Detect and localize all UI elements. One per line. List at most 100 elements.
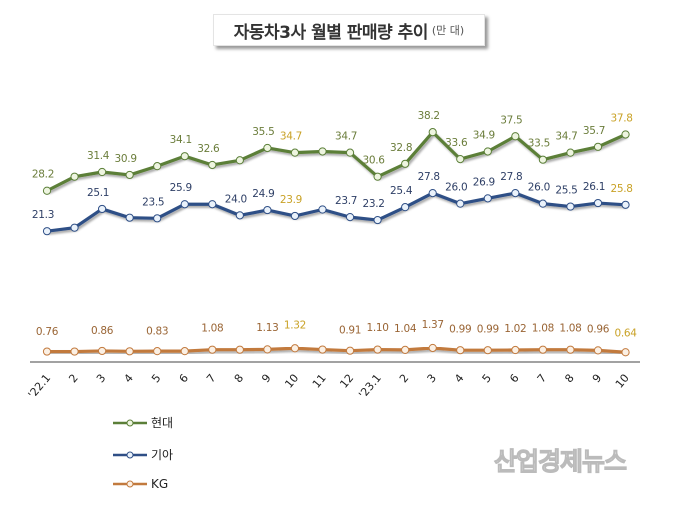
data-point-hyundai bbox=[98, 167, 107, 177]
data-point-kia bbox=[621, 200, 630, 209]
data-label-kia: 26.0 bbox=[445, 182, 467, 194]
data-label-hyundai: 34.9 bbox=[473, 129, 495, 141]
data-label-kg: 1.37 bbox=[422, 319, 444, 331]
data-label-kia: 25.8 bbox=[610, 183, 632, 195]
data-label-hyundai: 35.7 bbox=[583, 125, 605, 137]
x-tick-label: '22.1 bbox=[26, 372, 54, 400]
data-label-kg: 0.91 bbox=[339, 324, 361, 336]
data-point-hyundai bbox=[483, 147, 492, 156]
data-point-hyundai bbox=[456, 155, 465, 164]
x-tick-label: 2 bbox=[397, 372, 411, 386]
data-point-hyundai bbox=[593, 142, 603, 151]
x-tick-label: 8 bbox=[232, 372, 246, 386]
data-point-kg bbox=[153, 347, 162, 356]
legend-item-kia: 기아 bbox=[113, 446, 173, 463]
data-label-kg: 0.83 bbox=[146, 325, 168, 337]
data-label-kg: 1.08 bbox=[559, 322, 581, 334]
data-point-kia bbox=[593, 198, 603, 208]
data-label-kia: 23.5 bbox=[142, 196, 164, 208]
data-point-hyundai bbox=[290, 148, 300, 157]
data-point-kg bbox=[538, 345, 548, 354]
data-point-kg bbox=[263, 345, 272, 354]
chart-unit: (만 대) bbox=[431, 24, 465, 37]
x-tick-label: 7 bbox=[204, 372, 218, 386]
data-point-kg bbox=[235, 345, 244, 354]
data-label-kia: 25.4 bbox=[390, 185, 413, 197]
data-label-hyundai: 37.5 bbox=[500, 114, 522, 126]
data-point-hyundai bbox=[538, 155, 548, 164]
x-tick-label: 4 bbox=[452, 372, 466, 386]
data-label-kg: 1.02 bbox=[504, 323, 526, 335]
data-label-kia: 25.5 bbox=[555, 185, 577, 197]
x-tick-label: 2 bbox=[66, 372, 80, 386]
x-tick-label: 6 bbox=[177, 372, 191, 386]
data-point-kia bbox=[345, 213, 355, 222]
x-tick-label: 5 bbox=[149, 372, 163, 386]
data-label-kg: 1.10 bbox=[367, 322, 389, 334]
data-point-hyundai bbox=[345, 148, 355, 157]
data-point-hyundai bbox=[428, 128, 437, 137]
data-label-kia: 23.9 bbox=[280, 194, 302, 206]
data-point-hyundai bbox=[401, 159, 410, 168]
data-point-kia bbox=[428, 188, 437, 198]
data-point-kia bbox=[373, 215, 382, 225]
chart-title: 자동차3사 월별 판매량 추이 bbox=[233, 22, 429, 43]
data-label-kg: 0.99 bbox=[449, 323, 471, 335]
data-label-hyundai: 31.4 bbox=[87, 150, 110, 162]
legend-marker-kia bbox=[113, 451, 147, 458]
legend-item-hyundai: 현대 bbox=[113, 414, 173, 431]
data-point-kg bbox=[180, 347, 189, 356]
data-label-kia: 25.9 bbox=[170, 182, 192, 194]
x-tick-label: 7 bbox=[535, 372, 549, 386]
data-label-kg: 0.76 bbox=[36, 326, 59, 338]
data-label-kg: 1.13 bbox=[256, 322, 278, 334]
data-point-hyundai bbox=[511, 132, 520, 141]
data-label-hyundai: 34.7 bbox=[335, 131, 357, 143]
data-point-kia bbox=[401, 203, 410, 212]
data-point-kia bbox=[290, 211, 300, 221]
x-tick-label: 4 bbox=[121, 372, 135, 386]
data-point-hyundai bbox=[373, 172, 382, 181]
legend-item-kg: KG bbox=[113, 477, 168, 491]
data-label-hyundai: 34.1 bbox=[170, 134, 192, 146]
data-point-kia bbox=[208, 200, 217, 209]
series-line-kia bbox=[46, 191, 626, 233]
data-point-kia bbox=[70, 223, 79, 232]
data-point-kg bbox=[593, 346, 603, 355]
x-tick-label: 8 bbox=[562, 372, 576, 386]
data-label-kg: 1.04 bbox=[394, 323, 417, 335]
x-tick-label: 9 bbox=[259, 372, 273, 386]
data-point-hyundai bbox=[566, 148, 575, 157]
x-tick-label: 11 bbox=[310, 372, 329, 391]
data-label-kg: 1.08 bbox=[201, 322, 223, 334]
data-label-hyundai: 34.7 bbox=[280, 131, 302, 143]
data-point-hyundai bbox=[621, 130, 630, 139]
data-label-kia: 23.2 bbox=[363, 198, 385, 210]
data-label-hyundai: 37.8 bbox=[610, 112, 632, 124]
data-point-kg bbox=[373, 345, 382, 354]
x-tick-label: 12 bbox=[337, 372, 356, 391]
x-tick-label: 5 bbox=[480, 372, 494, 386]
data-label-hyundai: 35.5 bbox=[252, 126, 274, 138]
data-point-kia bbox=[180, 200, 189, 209]
data-point-kg bbox=[345, 346, 355, 355]
data-point-kg bbox=[428, 343, 437, 353]
data-label-hyundai: 28.2 bbox=[32, 169, 54, 181]
data-point-hyundai bbox=[318, 147, 327, 156]
data-point-kg bbox=[42, 347, 52, 356]
data-label-kia: 27.8 bbox=[418, 171, 440, 183]
data-point-kg bbox=[511, 345, 520, 355]
data-point-kg bbox=[98, 346, 107, 356]
data-label-kg: 1.08 bbox=[532, 322, 554, 334]
data-point-kg bbox=[208, 345, 217, 354]
data-label-kia: 26.0 bbox=[528, 182, 550, 194]
data-label-kia: 25.1 bbox=[87, 187, 109, 199]
data-point-kia bbox=[153, 214, 162, 223]
data-point-hyundai bbox=[208, 160, 217, 170]
data-point-kg bbox=[125, 347, 134, 356]
data-label-hyundai: 32.6 bbox=[197, 143, 220, 155]
line-chart: '22.1 2 3 4 5 6 7 8 9 10 11 12'23.1 2 3 4 5 6 7 8 9 1028.231… bbox=[26, 110, 640, 400]
data-label-kia: 21.3 bbox=[32, 209, 54, 221]
watermark: 산업경제뉴스 bbox=[493, 447, 627, 477]
data-point-kia bbox=[42, 227, 52, 236]
